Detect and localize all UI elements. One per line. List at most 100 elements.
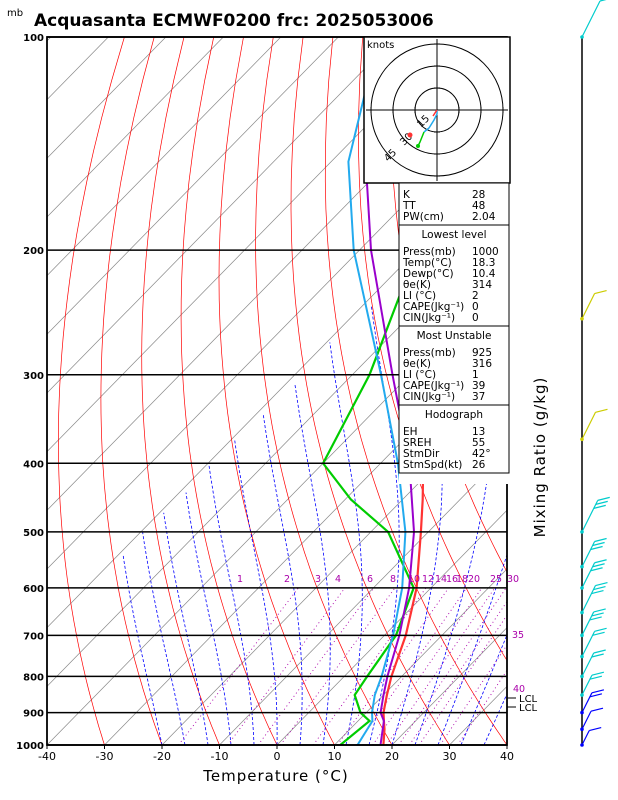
mixing-ratio-label: 35 <box>512 630 524 641</box>
moist-adiabat-line <box>460 633 507 745</box>
mixing-ratio-label: 10 <box>408 574 420 585</box>
wind-barb-flag <box>590 545 603 551</box>
hodograph-indices-header: Hodograph <box>425 409 483 421</box>
wind-barb-flag <box>593 649 606 654</box>
isotherm-line <box>334 568 507 745</box>
wind-barb-flag <box>589 693 603 698</box>
wind-barb-dot <box>580 35 584 39</box>
mixing-ratio-label: 4 <box>335 574 341 585</box>
indices-row-value: 2.04 <box>472 211 496 223</box>
mixing-ratio-label: 16 <box>446 574 458 585</box>
wind-barb-flag <box>594 289 607 295</box>
mixing-ratio-label: 1 <box>237 574 243 585</box>
dry-adiabat-line <box>512 37 618 745</box>
moist-adiabat-line <box>368 306 400 745</box>
wind-barb-dot <box>580 674 584 679</box>
storm-motion-marker <box>407 132 413 138</box>
indices-row-key: EH <box>403 426 418 438</box>
wind-barb-flag <box>592 541 605 547</box>
y-tick-label: 400 <box>23 459 44 470</box>
mixing-ratio-line <box>312 587 427 745</box>
mixing-ratio-line <box>257 587 375 745</box>
wind-barb-flag <box>589 727 602 732</box>
dry-adiabat-line <box>180 37 278 745</box>
moist-adiabat-line <box>234 439 278 745</box>
wind-barb-dot <box>580 727 584 732</box>
indices-row-key: CAPE(Jkg⁻¹) <box>403 301 464 313</box>
mixing-ratio-label: 20 <box>468 574 480 585</box>
dry-adiabat-line <box>255 37 393 745</box>
isotherm-line <box>47 37 397 394</box>
lcl-label: LCL <box>519 694 538 705</box>
mixing-ratio-label: 6 <box>367 574 373 585</box>
moist-adiabat-line <box>414 250 494 745</box>
y-tick-label: 500 <box>23 528 44 539</box>
indices-row-value: 13 <box>472 426 485 438</box>
mixing-ratio-label: 2 <box>284 574 290 585</box>
dry-adiabat-line <box>358 37 507 662</box>
moist-adiabat-line <box>122 555 163 745</box>
indices-row-key: LI (°C) <box>403 290 436 302</box>
indices-row-key: StmDir <box>403 448 440 460</box>
indices-row-value: 37 <box>472 391 485 403</box>
x-tick-label: 10 <box>328 750 342 763</box>
wind-barb-flag <box>591 612 604 617</box>
isotherm-line <box>47 37 339 335</box>
y-tick-label: 100 <box>23 33 44 44</box>
indices-row-key: Temp(°C) <box>402 257 452 269</box>
hodograph-unit: knots <box>367 40 394 51</box>
wind-barb-dot <box>580 743 584 747</box>
wind-barb-column <box>580 0 610 747</box>
moist-adiabat-line <box>262 413 303 745</box>
wind-barb-staff <box>581 500 599 533</box>
wind-barb-dot <box>580 710 584 715</box>
dry-adiabat-line <box>100 37 163 745</box>
wind-barb-staff <box>581 562 596 589</box>
wind-barb-staff <box>581 0 601 38</box>
indices-row-value: 26 <box>472 459 486 471</box>
y-tick-label: 700 <box>23 631 44 642</box>
y-tick-label: 800 <box>23 672 44 683</box>
moist-adiabat-line <box>142 531 186 745</box>
mixing-ratio-line <box>398 587 507 745</box>
y-tick-label: 600 <box>23 584 44 595</box>
isotherm-line <box>47 37 109 101</box>
wind-barb-flag <box>590 567 603 572</box>
wind-barb-flag <box>591 689 605 694</box>
mixing-ratio-line <box>457 669 507 745</box>
indices-row-key: Press(mb) <box>403 347 456 359</box>
mixing-ratio-line <box>280 587 396 745</box>
wind-barb-flag <box>595 408 608 413</box>
mixing-ratio-label: 3 <box>315 574 321 585</box>
mixing-ratio-label: 8 <box>390 574 396 585</box>
indices-row-value: 18.3 <box>472 257 495 269</box>
wind-barb-flag <box>597 496 610 501</box>
indices-row-key: Press(mb) <box>403 246 456 258</box>
indices-row-key: CIN(Jkg⁻¹) <box>403 312 455 324</box>
dry-adiabat-line <box>601 37 618 745</box>
indices-row-key: SREH <box>403 437 432 449</box>
isotherm-line <box>47 216 507 687</box>
dry-adiabat-line <box>571 37 618 745</box>
wind-barb-dot <box>580 654 584 659</box>
indices-row-value: 2 <box>472 290 479 302</box>
y-tick-label: 900 <box>23 709 44 720</box>
hodograph-trace-high <box>432 109 438 117</box>
mixing-ratio-label: 30 <box>507 574 519 585</box>
wind-barb-staff <box>581 631 596 657</box>
x-tick-label: -40 <box>38 750 56 763</box>
wind-barb-flag <box>594 537 607 543</box>
wind-barb-flag <box>595 581 608 587</box>
dry-adiabat-line <box>290 37 450 745</box>
x-tick-label: -10 <box>211 750 229 763</box>
wind-barb-flag <box>591 653 604 658</box>
isotherm-line <box>47 37 454 453</box>
plot-area <box>47 37 618 745</box>
wind-barb-flag <box>589 616 602 621</box>
indices-row-value: 925 <box>472 347 492 359</box>
indices-row-value: 42° <box>472 448 491 460</box>
wind-barb-staff <box>581 293 596 320</box>
indices-row-value: 314 <box>472 279 492 291</box>
indices-row-value: 28 <box>472 189 485 201</box>
